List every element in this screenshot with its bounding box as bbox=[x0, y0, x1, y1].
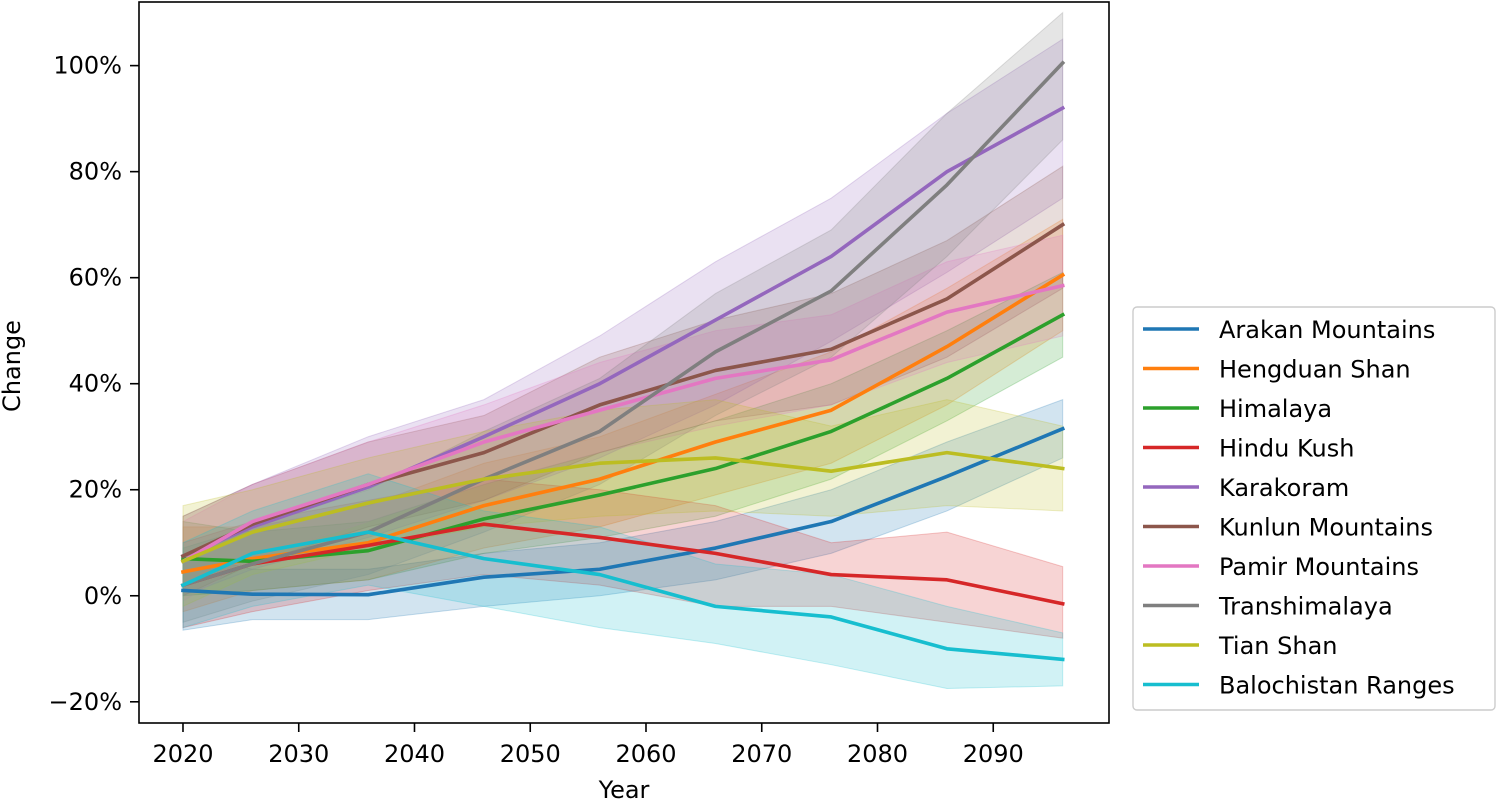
x-tick-label: 2020 bbox=[152, 740, 213, 768]
legend-label-hindu-kush: Hindu Kush bbox=[1219, 435, 1354, 463]
line-arakan-mountains bbox=[181, 426, 1066, 597]
y-tick-label: 80% bbox=[69, 158, 122, 186]
line-tian-shan bbox=[180, 450, 1065, 564]
legend-label-transhimalaya: Transhimalaya bbox=[1218, 593, 1393, 621]
y-tick-label: −20% bbox=[49, 688, 122, 716]
y-axis: −20% 0% 20% 40% 60% 80% 100% bbox=[49, 52, 139, 716]
band-hengduan-shan bbox=[182, 218, 1064, 613]
band-arakan-mountains bbox=[182, 398, 1064, 631]
legend-label-hengduan-shan: Hengduan Shan bbox=[1219, 356, 1411, 384]
y-tick-label: 100% bbox=[53, 52, 122, 80]
y-tick-label: 40% bbox=[69, 370, 122, 398]
y-tick-label: 60% bbox=[69, 264, 122, 292]
band-kunlun-mountains bbox=[182, 165, 1064, 597]
x-tick-label: 2060 bbox=[615, 740, 676, 768]
legend: Arakan Mountains Hengduan Shan Himalaya Hin… bbox=[1132, 306, 1496, 711]
legend-label-pamir-mountains: Pamir Mountains bbox=[1219, 553, 1419, 581]
y-axis-label: Change bbox=[0, 320, 26, 412]
line-karakoram bbox=[180, 105, 1066, 559]
x-axis-label: Year bbox=[598, 776, 650, 802]
series-lines bbox=[180, 60, 1066, 662]
x-tick-label: 2070 bbox=[731, 740, 792, 768]
x-tick-label: 2030 bbox=[268, 740, 329, 768]
plot-frame bbox=[138, 1, 1110, 724]
legend-label-tian-shan: Tian Shan bbox=[1218, 632, 1338, 660]
line-balochistan-ranges bbox=[180, 530, 1065, 662]
line-transhimalaya bbox=[180, 60, 1066, 588]
y-tick-label: 0% bbox=[84, 582, 122, 610]
band-karakoram bbox=[182, 38, 1064, 597]
legend-frame bbox=[1132, 306, 1496, 711]
x-axis: 2020 2030 2040 2050 2060 2070 2080 2090 bbox=[152, 723, 1024, 768]
x-tick-label: 2040 bbox=[384, 740, 445, 768]
legend-label-kunlun-mountains: Kunlun Mountains bbox=[1219, 514, 1433, 542]
y-tick-label: 20% bbox=[69, 476, 122, 504]
x-tick-label: 2080 bbox=[847, 740, 908, 768]
x-tick-label: 2090 bbox=[963, 740, 1024, 768]
line-hindu-kush bbox=[180, 522, 1065, 606]
band-pamir-mountains bbox=[182, 234, 1064, 602]
band-tian-shan bbox=[182, 399, 1064, 608]
legend-label-balochistan-ranges: Balochistan Ranges bbox=[1219, 672, 1455, 700]
x-tick-label: 2050 bbox=[500, 740, 561, 768]
legend-label-karakoram: Karakoram bbox=[1219, 474, 1349, 502]
line-pamir-mountains bbox=[180, 283, 1065, 564]
legend-label-arakan-mountains: Arakan Mountains bbox=[1219, 316, 1435, 344]
legend-label-himalaya: Himalaya bbox=[1219, 395, 1332, 423]
